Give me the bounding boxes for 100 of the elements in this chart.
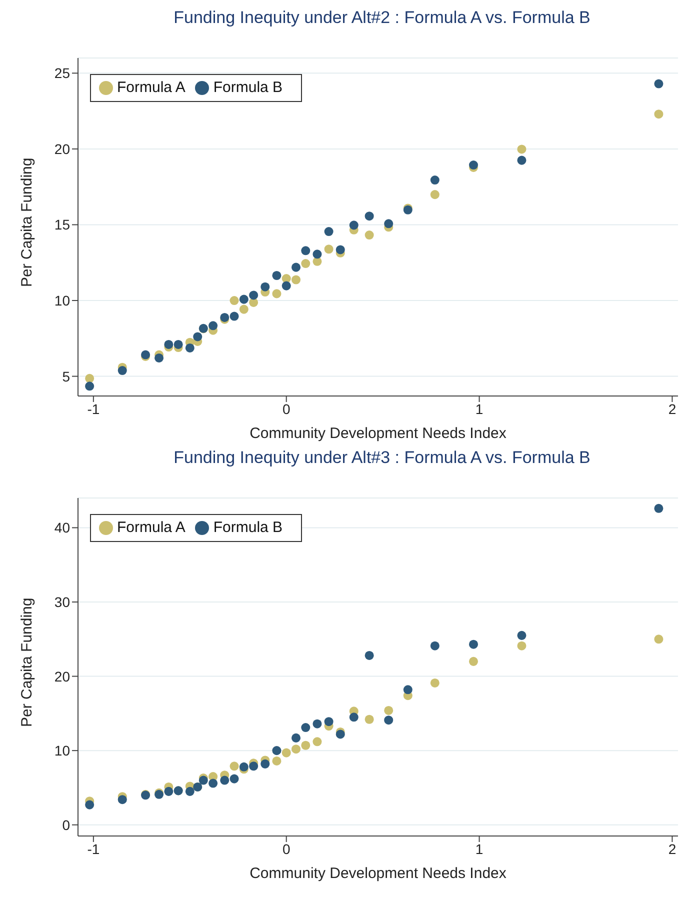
legend-label: Formula B [213,519,283,536]
x-tick-label: -1 [87,400,100,417]
point [517,630,526,640]
point [164,340,174,349]
point [164,786,174,796]
point [654,634,664,644]
point [336,245,345,254]
point [230,296,239,306]
y-tick-label: 20 [54,668,70,684]
point [260,282,270,292]
point [154,353,164,362]
point [282,281,291,290]
point [85,374,94,383]
point [249,762,258,771]
legend-label: Formula B [213,79,283,96]
point [291,744,301,754]
point [384,716,394,725]
point [364,212,374,221]
x-axis-title: Community Development Needs Index [250,425,507,442]
point [185,343,194,352]
x-tick-label: 0 [282,400,290,417]
point [301,723,310,732]
point [272,289,282,298]
point [517,156,526,165]
point [230,774,239,784]
point [654,110,664,119]
point [312,719,322,728]
point [239,762,248,772]
y-tick-label: 20 [54,140,70,157]
point [239,294,248,304]
x-tick-label: 0 [282,840,290,857]
point [517,144,526,154]
point [430,176,440,185]
x-tick-label: -1 [87,840,100,857]
point [336,730,345,739]
point [301,740,310,750]
y-tick-label: 40 [54,520,70,536]
point [282,748,291,758]
y-tick-label: 25 [54,65,70,82]
point [364,650,374,660]
point [85,382,94,391]
y-tick-label: 10 [54,292,70,308]
y-axis-title: Per Capita Funding [18,598,36,727]
point [312,737,322,746]
point [193,332,202,342]
y-tick-label: 5 [62,368,70,384]
point [324,717,334,726]
point [230,312,239,321]
point [654,504,664,513]
point [384,219,394,228]
point [249,290,258,300]
point [239,304,248,314]
point [349,712,358,722]
point [430,190,440,200]
y-tick-label: 10 [54,742,70,759]
point [272,746,282,756]
point [272,756,282,766]
point [301,246,310,256]
point [208,778,218,788]
x-tick-label: 2 [668,840,676,857]
point [364,714,374,724]
chart-title: Funding Inequity under Alt#2 : Formula A vs. Formula B [172,8,592,28]
y-axis-title: Per Capita Funding [18,158,36,287]
point [118,366,127,376]
point [208,321,218,330]
point [468,640,478,649]
point [430,641,440,650]
y-tick-label: 0 [62,816,70,833]
legend-label: Formula A [117,519,186,536]
chart-title: Funding Inequity under Alt#3 : Formula A vs. Formula B [172,448,592,468]
x-tick-label: 1 [475,400,484,417]
point [364,230,374,240]
y-tick-label: 15 [54,216,70,233]
x-tick-label: 2 [668,400,676,417]
point [301,259,310,268]
y-tick-label: 30 [54,594,70,610]
point [174,340,183,349]
point [272,270,282,280]
point [312,250,322,259]
point [260,759,270,768]
point [403,685,412,694]
point [220,776,230,785]
point [517,641,526,650]
point [291,262,301,272]
point [118,795,127,804]
point [468,656,478,666]
point [249,298,258,307]
point [230,762,239,771]
point [85,800,94,810]
point [430,678,440,688]
x-axis-title: Community Development Needs Index [250,865,507,882]
x-tick-label: 1 [475,840,484,857]
legend-label: Formula A [117,79,186,96]
point [324,244,334,254]
point [384,706,394,715]
point [291,275,301,284]
point [324,227,334,236]
point [654,79,664,88]
point [291,733,301,742]
point [349,220,358,230]
